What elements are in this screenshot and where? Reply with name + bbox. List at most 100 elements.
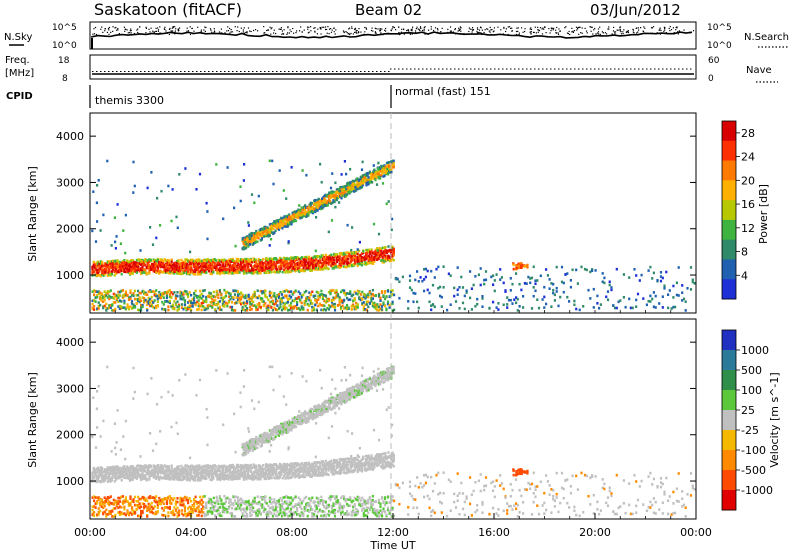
power-cell (168, 289, 171, 292)
power-cell (344, 253, 347, 256)
nsky-point (169, 27, 171, 30)
power-cell (543, 295, 546, 299)
power-cell (176, 294, 179, 298)
power-cell (310, 259, 313, 263)
power-cell (515, 296, 518, 299)
power-cell (174, 261, 177, 265)
power-cell (181, 263, 184, 267)
power-cell (105, 302, 108, 306)
nsky-point (392, 26, 394, 28)
power-cell (296, 267, 300, 270)
power-cell (423, 268, 426, 271)
power-cell (412, 291, 415, 295)
power-cell (321, 297, 324, 300)
power-cell (250, 307, 253, 311)
power-cell (315, 298, 318, 302)
power-cell (183, 289, 187, 293)
power-cell (376, 308, 379, 312)
power-cell (348, 262, 351, 266)
nsky-point (333, 31, 335, 33)
power-cell (352, 179, 356, 183)
nsky-point (115, 26, 117, 29)
nsky-point (619, 28, 621, 30)
power-cell (128, 272, 132, 275)
power-cell (170, 219, 173, 223)
power-cell (340, 290, 343, 294)
power-cell (224, 263, 227, 266)
power-cell (174, 268, 177, 271)
nsky-tick-bottom: 10^0 (52, 41, 77, 51)
power-cell (391, 293, 394, 296)
power-cell (273, 224, 276, 228)
power-cell (237, 266, 240, 270)
power-cell (298, 270, 301, 273)
nsky-point (538, 29, 540, 31)
power-cell (171, 268, 175, 271)
nsky-point (324, 26, 327, 28)
nsky-point (263, 32, 265, 34)
power-cell (98, 265, 101, 268)
nsky-point (164, 28, 166, 31)
power-cell (101, 260, 104, 264)
power-cell (578, 308, 581, 312)
power-cell (303, 269, 307, 273)
power-cell (202, 295, 205, 298)
power-cell (308, 265, 311, 269)
velocity-cell (112, 474, 115, 478)
power-cell (242, 263, 245, 266)
power-cell (216, 263, 219, 267)
power-cell (302, 261, 305, 264)
power-cell (388, 258, 391, 261)
power-cell (165, 291, 168, 294)
power-cell (251, 233, 254, 237)
power-cell (317, 198, 320, 201)
power-cell (652, 271, 655, 275)
power-cell (330, 264, 333, 268)
power-cell (315, 264, 318, 268)
power-cell (96, 184, 99, 187)
power-cell (324, 257, 327, 260)
power-cell (176, 291, 179, 294)
power-cell (285, 265, 288, 269)
power-cell (291, 259, 294, 263)
power-cell (346, 263, 350, 266)
power-cell (344, 194, 348, 198)
power-cell (661, 276, 664, 280)
power-cell (295, 258, 298, 261)
power-cell (355, 189, 358, 192)
power-cell (198, 262, 201, 265)
power-cell (356, 257, 359, 261)
nsky-point (592, 33, 594, 35)
power-cell (271, 266, 275, 269)
power-cell (323, 294, 326, 297)
power-cell (262, 258, 265, 261)
power-cell (185, 271, 188, 274)
power-cell (265, 305, 268, 308)
power-cell (392, 163, 395, 167)
power-cell (384, 251, 387, 254)
power-cell (190, 304, 193, 308)
power-cell (330, 258, 333, 261)
nsky-point (172, 30, 174, 32)
power-cell (232, 309, 235, 312)
power-cell (340, 305, 343, 309)
power-cell (342, 185, 345, 189)
power-cell (259, 265, 262, 268)
power-cell (126, 263, 129, 266)
power-cell (255, 308, 258, 312)
power-cell (327, 308, 331, 311)
power-cell (240, 295, 243, 299)
power-cell (160, 189, 163, 193)
velocity-cell (98, 473, 101, 477)
power-cell (370, 257, 373, 260)
nsky-point (371, 27, 373, 29)
power-cell (212, 290, 215, 294)
power-cell (323, 262, 326, 265)
power-cell (351, 226, 354, 229)
power-cell (173, 307, 176, 311)
power-cell (259, 271, 262, 275)
power-cell (130, 302, 134, 305)
power-cell (303, 303, 306, 307)
power-cell (151, 263, 154, 266)
power-cell (315, 255, 318, 259)
